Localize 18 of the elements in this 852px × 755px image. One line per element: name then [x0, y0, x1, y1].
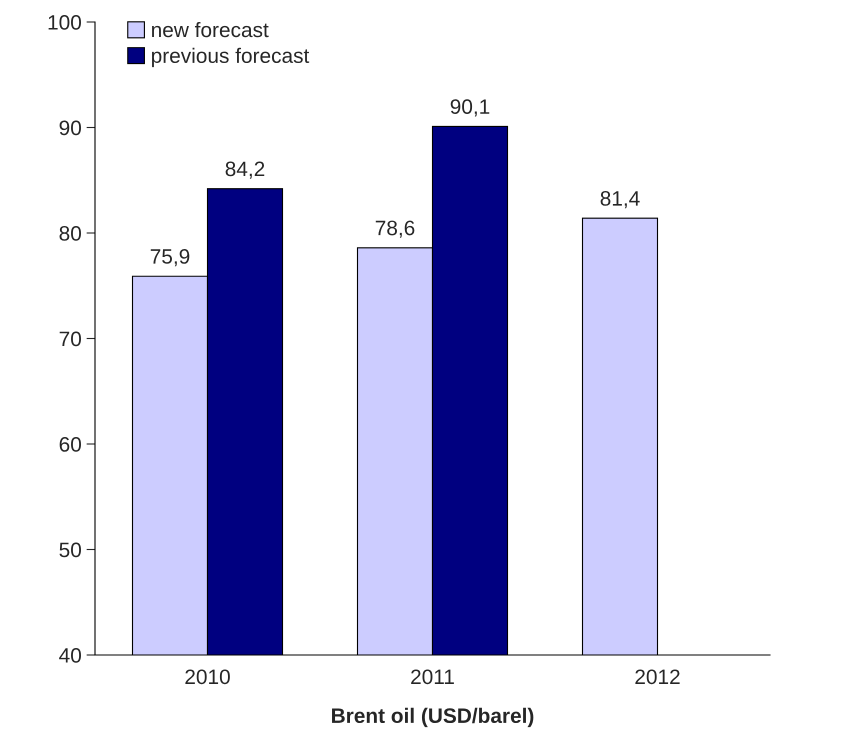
y-tick-label: 70 [60, 332, 81, 346]
y-tick-label: 60 [60, 437, 81, 452]
x-axis-title: Brent oil (USD/barel) [332, 708, 534, 728]
data-label: 90,1 [450, 99, 490, 116]
x-tick-label: 2010 [185, 669, 230, 684]
y-tick-label: 40 [59, 648, 81, 663]
data-label: 81,4 [600, 191, 640, 208]
data-label: 75,9 [150, 249, 190, 266]
legend-label: new forecast [152, 22, 269, 38]
x-tick-label: 2011 [411, 669, 454, 684]
x-tick-label: 2012 [635, 669, 680, 684]
y-tick-label: 90 [60, 120, 81, 136]
y-tick-label: 80 [60, 226, 81, 241]
data-label: 84,2 [226, 161, 264, 179]
y-tick-label: 100 [48, 15, 81, 30]
legend-label: previous forecast [152, 48, 310, 68]
y-tick-label: 50 [59, 542, 81, 558]
data-label: 78,6 [376, 220, 414, 238]
